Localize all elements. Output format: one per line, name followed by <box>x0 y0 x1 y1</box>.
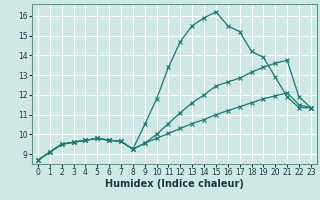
X-axis label: Humidex (Indice chaleur): Humidex (Indice chaleur) <box>105 179 244 189</box>
